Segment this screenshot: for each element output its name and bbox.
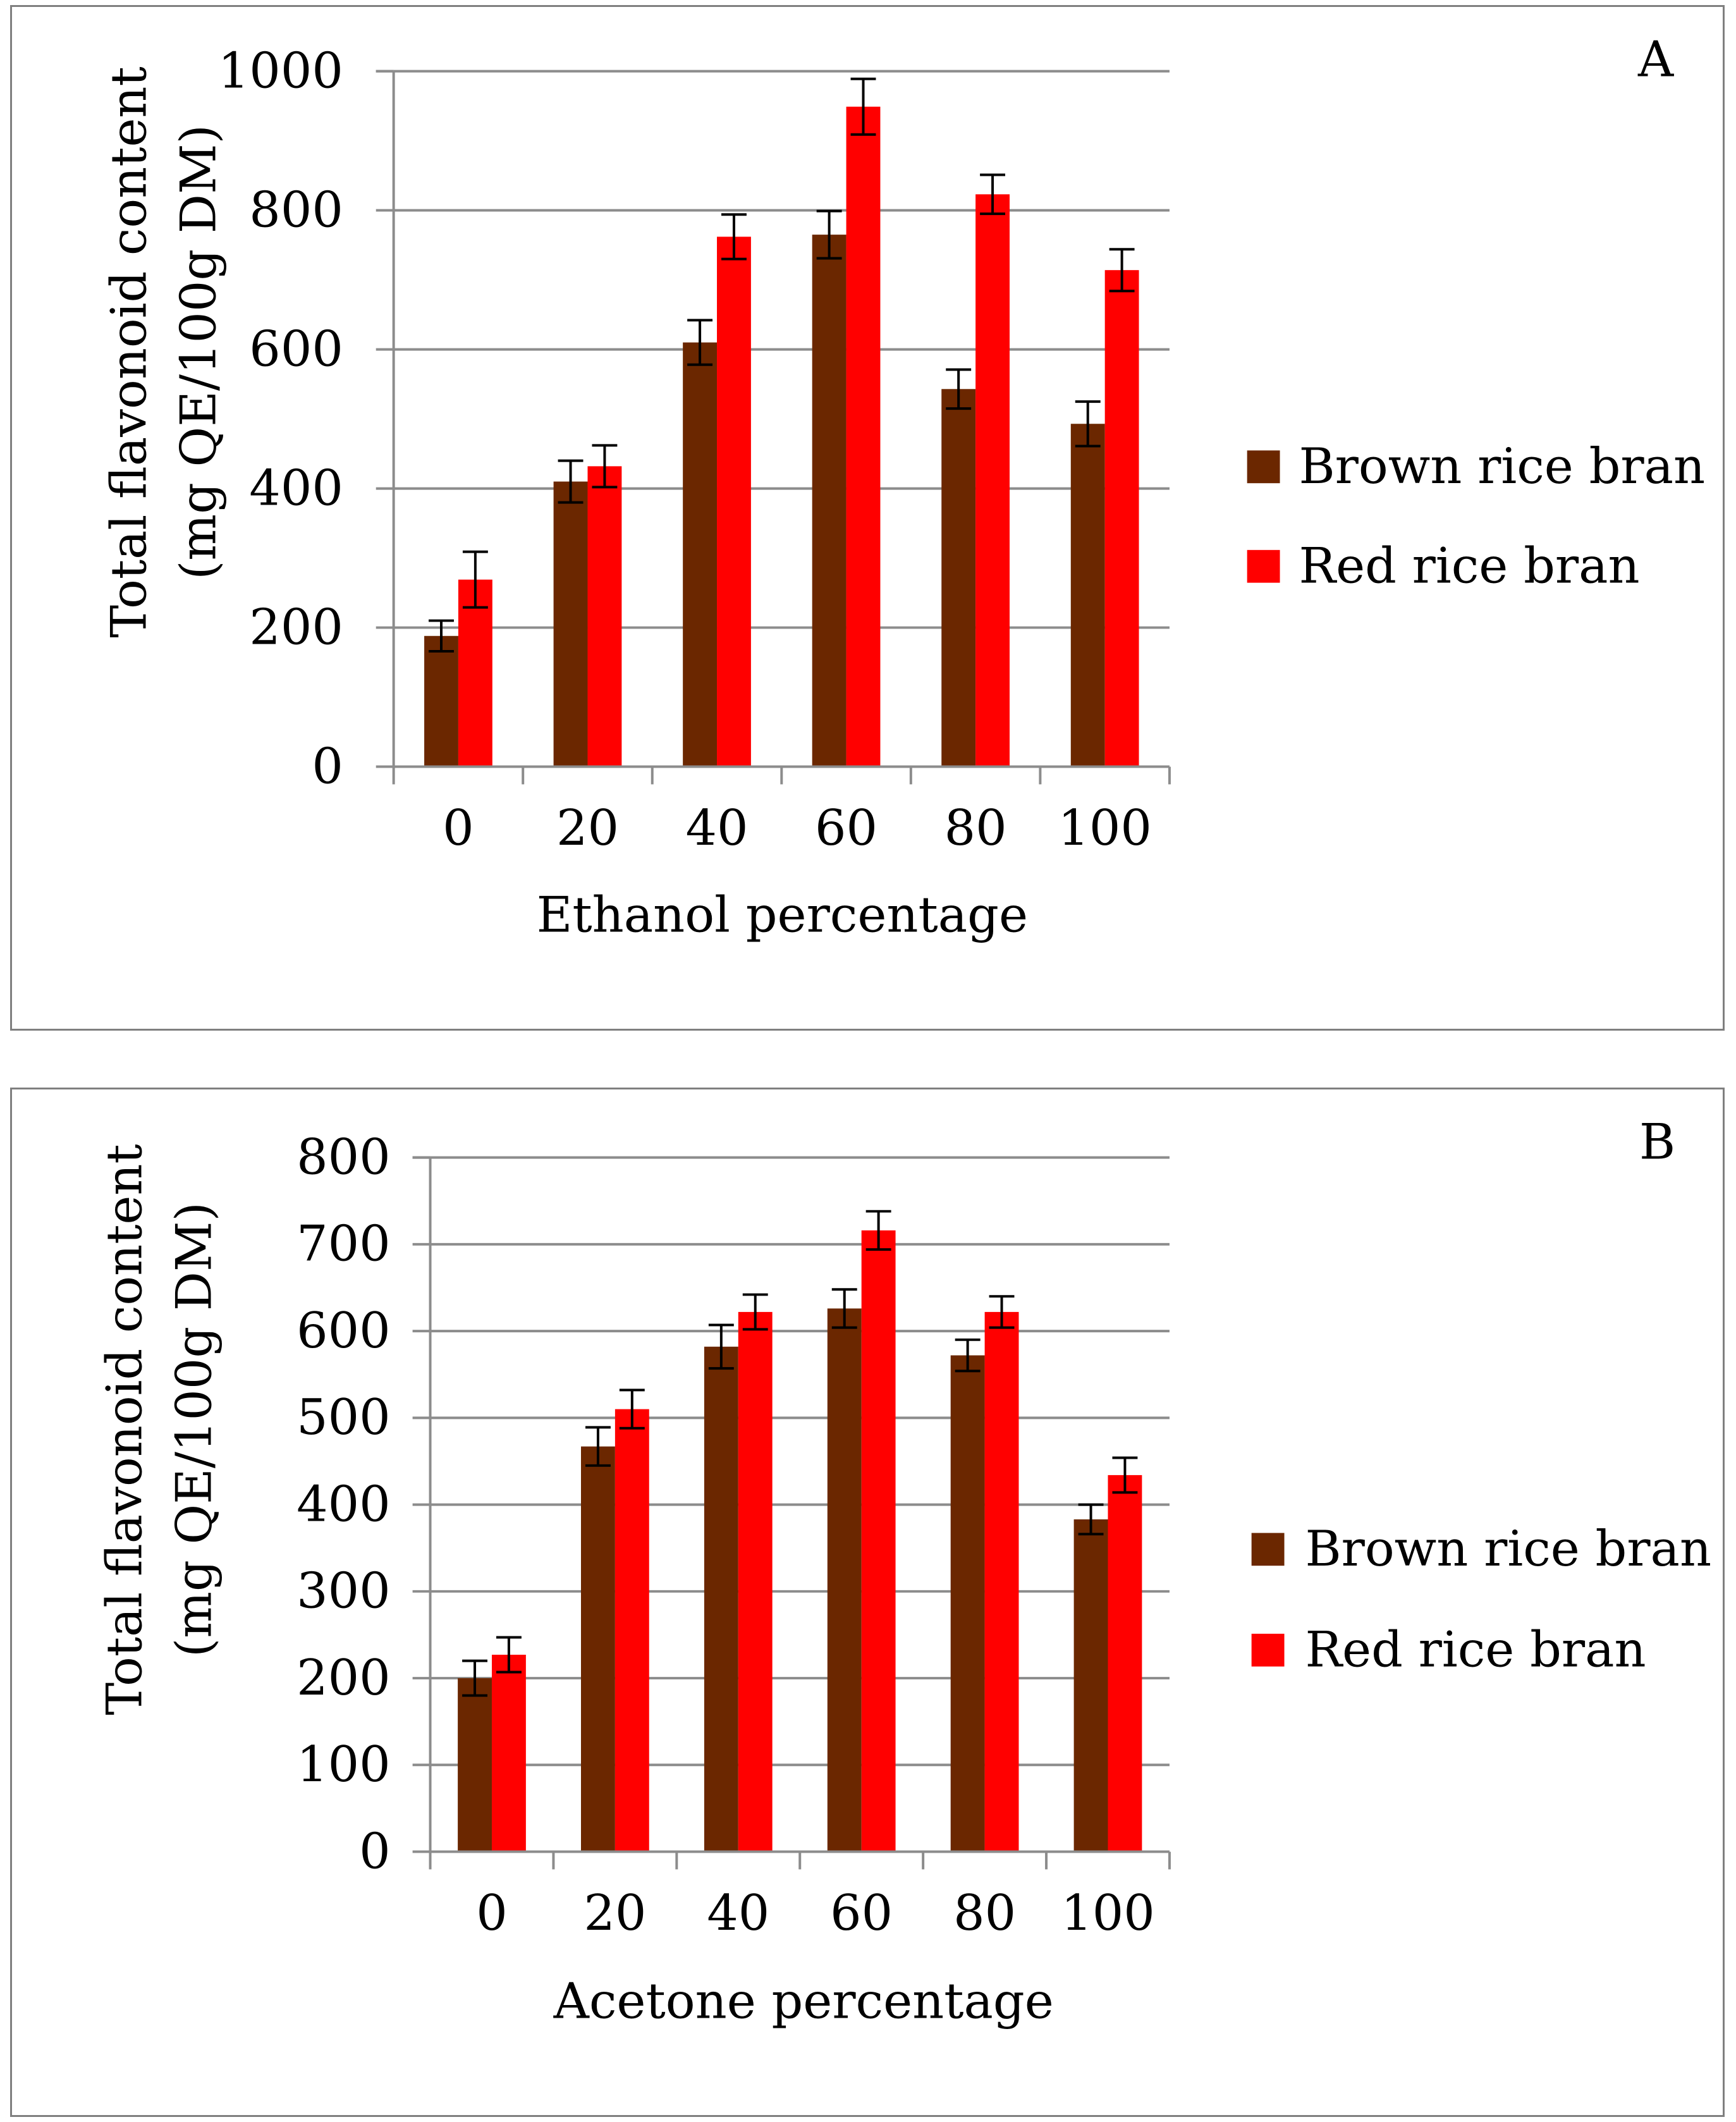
y-tick-label-a: 600 bbox=[249, 321, 343, 378]
y-tick-label-a: 0 bbox=[312, 738, 343, 795]
x-tick-label-a: 100 bbox=[1058, 800, 1152, 857]
x-tick-label-a: 80 bbox=[944, 800, 1007, 857]
x-axis-title-b: Acetone percentage bbox=[553, 1973, 1054, 2030]
x-tick-label-a: 20 bbox=[556, 800, 619, 857]
bar-a bbox=[1070, 424, 1105, 767]
y-axis-title-line1-b: Total flavonoid content bbox=[96, 1144, 153, 1715]
y-tick-label-a: 1000 bbox=[218, 43, 343, 100]
bar-b bbox=[827, 1308, 862, 1852]
bar-a bbox=[1104, 270, 1139, 767]
x-axis-title-a: Ethanol percentage bbox=[537, 887, 1028, 944]
legend-swatch-b bbox=[1251, 1533, 1285, 1566]
y-tick-label-b: 700 bbox=[296, 1216, 391, 1273]
bar-b bbox=[614, 1409, 649, 1852]
bar-a bbox=[424, 635, 458, 767]
legend-swatch-a bbox=[1247, 450, 1280, 484]
bar-a bbox=[458, 579, 492, 767]
y-tick-label-b: 600 bbox=[296, 1303, 391, 1359]
legend-label-b: Red rice bran bbox=[1305, 1622, 1646, 1679]
x-tick-label-b: 40 bbox=[707, 1885, 769, 1942]
legend-label-a: Brown rice bran bbox=[1299, 438, 1705, 495]
x-tick-label-a: 60 bbox=[815, 800, 877, 857]
x-tick-label-b: 0 bbox=[476, 1885, 508, 1942]
y-axis-title-line2-b: (mg QE/100g DM) bbox=[166, 1202, 223, 1657]
y-axis-title-line1-a: Total flavonoid content bbox=[101, 66, 157, 637]
bar-b bbox=[950, 1355, 985, 1852]
bar-b bbox=[491, 1655, 526, 1852]
x-tick-label-b: 100 bbox=[1061, 1885, 1155, 1942]
bar-b bbox=[458, 1678, 492, 1852]
bar-b bbox=[984, 1311, 1019, 1852]
bar-a bbox=[941, 389, 976, 767]
chart-panel-b: 0 100 200 300 400 500 600 700 800 0 20 40 60 80 100 Ace… bbox=[10, 1088, 1725, 2117]
bar-b bbox=[1073, 1519, 1108, 1852]
y-tick-label-b: 800 bbox=[296, 1129, 391, 1186]
y-tick-label-a: 800 bbox=[249, 182, 343, 239]
y-tick-label-b: 300 bbox=[296, 1563, 391, 1620]
bar-a bbox=[553, 481, 588, 767]
bar-b bbox=[861, 1230, 896, 1852]
chart-panel-a: 0 200 400 600 800 1000 0 20 40 60 80 100 Ethanol per… bbox=[10, 5, 1725, 1031]
y-tick-label-a: 400 bbox=[249, 460, 343, 517]
bar-a bbox=[683, 342, 718, 767]
bar-b bbox=[738, 1311, 773, 1852]
legend-label-b: Brown rice bran bbox=[1305, 1521, 1711, 1578]
bar-a bbox=[846, 106, 881, 767]
x-tick-label-a: 40 bbox=[686, 800, 749, 857]
bar-a bbox=[975, 194, 1010, 767]
bar-a bbox=[812, 235, 847, 767]
x-tick-label-b: 80 bbox=[953, 1885, 1016, 1942]
legend-swatch-a bbox=[1247, 549, 1280, 583]
y-tick-label-b: 100 bbox=[296, 1736, 391, 1793]
y-tick-label-b: 200 bbox=[296, 1650, 391, 1707]
x-tick-label-b: 20 bbox=[584, 1885, 646, 1942]
panel-label-b: B bbox=[1639, 1114, 1675, 1171]
y-tick-label-b: 0 bbox=[359, 1823, 391, 1880]
y-axis-title-line2-a: (mg QE/100g DM) bbox=[170, 125, 227, 580]
y-tick-label-b: 400 bbox=[296, 1476, 391, 1533]
x-tick-label-a: 0 bbox=[443, 800, 474, 857]
bar-a bbox=[717, 236, 751, 767]
bar-b bbox=[581, 1446, 615, 1852]
y-tick-label-b: 500 bbox=[296, 1389, 391, 1446]
legend-swatch-b bbox=[1251, 1633, 1285, 1667]
bar-a bbox=[587, 466, 622, 767]
panel-label-a: A bbox=[1637, 32, 1674, 89]
y-tick-label-a: 200 bbox=[249, 599, 343, 656]
x-tick-label-b: 60 bbox=[830, 1885, 893, 1942]
legend-label-a: Red rice bran bbox=[1299, 538, 1639, 595]
bar-b bbox=[1108, 1475, 1142, 1852]
bar-b bbox=[704, 1346, 738, 1852]
chart-a-svg: 0 200 400 600 800 1000 0 20 40 60 80 100 Ethanol per… bbox=[101, 32, 1705, 944]
